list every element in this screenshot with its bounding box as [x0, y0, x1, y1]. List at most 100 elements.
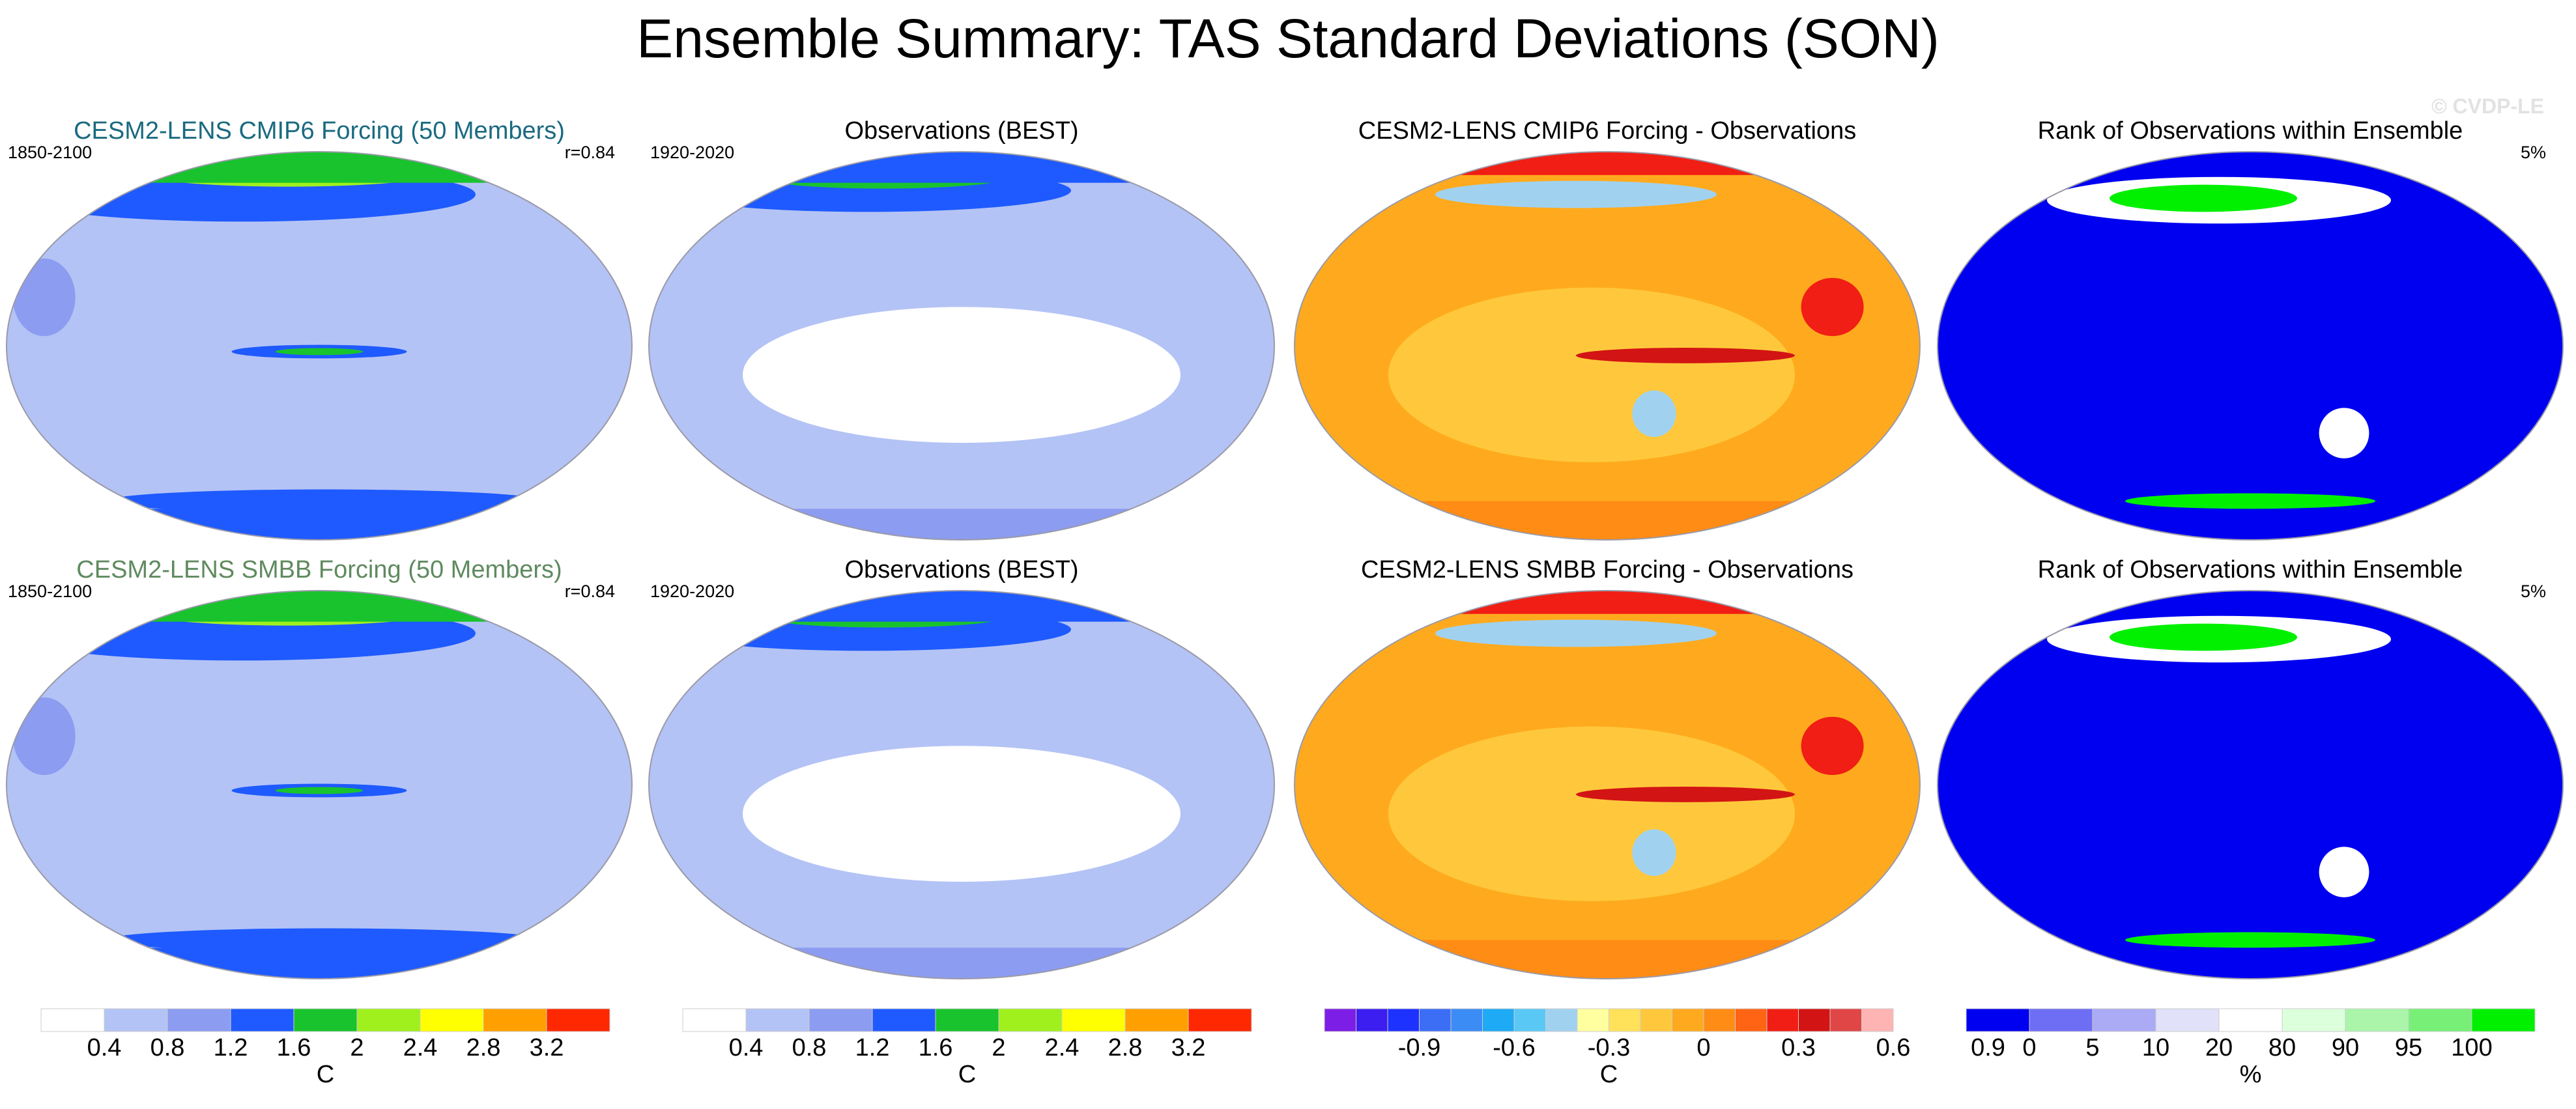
colorbar-tick-label: 0.6	[1876, 1034, 1911, 1061]
map-region	[1801, 277, 1864, 337]
panel-title: CESM2-LENS SMBB Forcing - Observations	[1361, 556, 1853, 583]
map-region	[2125, 932, 2375, 948]
colorbar-tick-label: 2.4	[1045, 1034, 1080, 1061]
map-regions	[2047, 176, 2391, 509]
watermark: © CVDP-LE	[2431, 94, 2544, 118]
figure-title: Ensemble Summary: TAS Standard Deviation…	[637, 8, 1939, 69]
map-region	[12, 258, 76, 337]
colorbar-tick-label: 90	[2332, 1034, 2359, 1061]
colorbar-tick-label: 0.9	[1971, 1034, 2005, 1061]
colorbar-swatch	[1513, 1008, 1546, 1032]
map-region	[1576, 347, 1795, 363]
colorbar-swatch	[1577, 1008, 1609, 1032]
colorbar-tick-label: -0.6	[1493, 1034, 1535, 1061]
map-region	[743, 307, 1181, 443]
map-panel: CESM2-LENS CMIP6 Forcing (50 Members)185…	[6, 117, 633, 540]
colorbar-swatch	[293, 1008, 358, 1032]
map-panel: CESM2-LENS CMIP6 Forcing - Observations	[1294, 117, 1921, 540]
map-region	[12, 697, 76, 776]
map-region	[743, 746, 1181, 882]
colorbar-tick-label: 10	[2142, 1034, 2169, 1061]
map-panel: Observations (BEST) 1920-2020	[648, 556, 1275, 979]
map-region	[2319, 847, 2369, 897]
colorbar-tick-label: 3.2	[530, 1034, 564, 1061]
colorbar-swatch	[2282, 1008, 2346, 1032]
colorbar-swatch	[2155, 1008, 2220, 1032]
map-region	[106, 928, 545, 952]
colorbar-swatch	[1324, 1008, 1356, 1032]
colorbar-swatch	[872, 1008, 936, 1032]
map-panels: CESM2-LENS CMIP6 Forcing (50 Members)185…	[6, 117, 2564, 979]
colorbar-swatch	[356, 1008, 421, 1032]
colorbar-swatch	[935, 1008, 999, 1032]
colorbar-swatch	[2029, 1008, 2093, 1032]
map-background	[1938, 591, 2563, 979]
map-region	[1576, 786, 1795, 802]
panel-stat: 5%	[2521, 143, 2546, 162]
colorbar-swatch	[1829, 1008, 1862, 1032]
map-outline	[648, 590, 1275, 979]
colorbar-tick-label: 0.4	[729, 1034, 764, 1061]
colorbar-swatch	[1966, 1008, 2030, 1032]
colorbar-tick-label: 2	[350, 1034, 364, 1061]
colorbar-tick-label: 2.4	[403, 1034, 438, 1061]
map-outline	[6, 590, 633, 979]
map-region	[106, 489, 545, 513]
colorbar-tick-label: 20	[2205, 1034, 2233, 1061]
colorbar-swatch	[40, 1008, 105, 1032]
colorbar-tick-label: 0	[1696, 1034, 1710, 1061]
map-region	[649, 509, 1274, 540]
panel-title: CESM2-LENS CMIP6 Forcing (50 Members)	[74, 117, 565, 145]
map-panel: Rank of Observations within Ensemble 5%	[1937, 117, 2564, 540]
colorbar-swatch	[1703, 1008, 1736, 1032]
colorbar-tick-label: 1.6	[277, 1034, 311, 1061]
panel-title: Observations (BEST)	[845, 117, 1079, 145]
colorbar-swatch	[1124, 1008, 1189, 1032]
panel-title: Rank of Observations within Ensemble	[2038, 117, 2463, 145]
colorbar-swatch	[1766, 1008, 1799, 1032]
map-region	[2110, 184, 2297, 212]
panel-period: 1920-2020	[650, 582, 734, 601]
colorbar-swatch	[1188, 1008, 1252, 1032]
colorbar-swatch	[230, 1008, 294, 1032]
colorbar-tick-label: 3.2	[1171, 1034, 1206, 1061]
colorbar-swatch	[1861, 1008, 1894, 1032]
map-region	[1388, 726, 1795, 901]
colorbar-swatch	[809, 1008, 873, 1032]
panel-title: CESM2-LENS CMIP6 Forcing - Observations	[1358, 117, 1856, 145]
map-outline	[1294, 151, 1921, 540]
colorbar-tick-label: 0	[2022, 1034, 2036, 1061]
map-region	[275, 787, 364, 794]
colorbar-swatch	[167, 1008, 231, 1032]
map-regions	[2047, 615, 2391, 948]
colorbar-swatch	[998, 1008, 1063, 1032]
colorbar-unit: C	[1600, 1061, 1618, 1088]
colorbar-tick-label: -0.3	[1588, 1034, 1630, 1061]
colorbar-swatch	[546, 1008, 610, 1032]
colorbar-swatch	[2092, 1008, 2156, 1032]
colorbar: 0.4 0.8 1.2 1.6 2 2.4 2.8 3.2 C	[682, 1008, 1252, 1088]
colorbar-tick-label: 100	[2451, 1034, 2492, 1061]
colorbar-tick-label: 1.2	[855, 1034, 890, 1061]
colorbar-swatch	[1061, 1008, 1126, 1032]
map-panel: CESM2-LENS SMBB Forcing - Observations	[1294, 556, 1921, 979]
map-outline	[648, 151, 1275, 540]
map-region	[1295, 152, 1920, 175]
colorbar-swatch	[745, 1008, 810, 1032]
colorbar-tick-label: -0.9	[1398, 1034, 1440, 1061]
colorbar: 0 5 10 20 80 90 95 100%	[1966, 1008, 2536, 1088]
colorbar-swatch	[1609, 1008, 1641, 1032]
map-background	[1938, 152, 2563, 540]
map-region	[1388, 287, 1795, 462]
map-region	[1632, 390, 1676, 438]
map-outline	[1937, 590, 2564, 979]
map-panel: CESM2-LENS SMBB Forcing (50 Members)1850…	[6, 556, 633, 979]
colorbar-unit: C	[317, 1061, 334, 1088]
colorbar-swatch	[420, 1008, 484, 1032]
panel-stat: r=0.84	[565, 582, 615, 601]
map-region	[1295, 501, 1920, 540]
map-region	[649, 591, 1274, 622]
map-region	[649, 948, 1274, 979]
map-outline	[6, 151, 633, 540]
